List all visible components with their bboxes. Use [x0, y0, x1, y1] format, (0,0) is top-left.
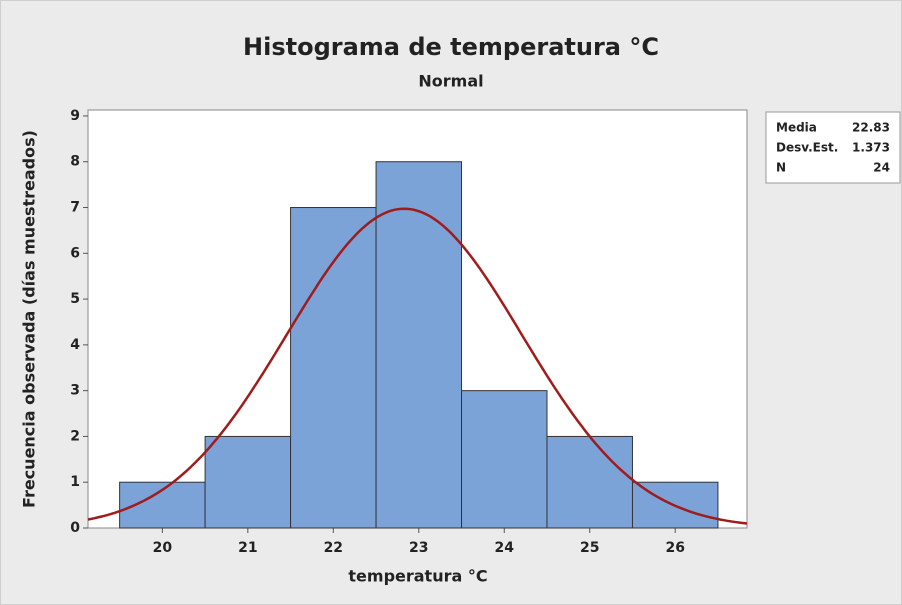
y-tick-label: 8 [70, 154, 80, 170]
y-tick-label: 9 [70, 108, 80, 124]
y-tick-label: 1 [70, 474, 80, 490]
x-tick-label: 24 [495, 540, 515, 556]
stats-box [765, 111, 901, 184]
y-tick-label: 4 [70, 337, 80, 353]
x-axis-label: temperatura °C [348, 567, 487, 586]
x-tick-label: 23 [409, 540, 428, 556]
stats-value: 1.373 [852, 141, 890, 155]
x-tick-label: 26 [665, 540, 684, 556]
y-axis-label: Frecuencia observada (días muestreados) [20, 130, 39, 508]
y-tick-label: 5 [70, 291, 80, 307]
stats-value: 22.83 [852, 121, 890, 135]
x-tick-label: 22 [324, 540, 343, 556]
stats-label: Desv.Est. [776, 141, 838, 155]
bar [290, 207, 377, 529]
bar [546, 435, 633, 529]
stats-label: N [776, 161, 786, 175]
stats-label: Media [776, 121, 817, 135]
chart-title: Histograma de temperatura °C [243, 33, 659, 61]
x-tick-label: 21 [238, 540, 257, 556]
x-tick-label: 25 [580, 540, 599, 556]
y-tick-label: 2 [70, 428, 80, 444]
chart-subtitle: Normal [418, 72, 483, 91]
normal-curve [87, 207, 748, 525]
y-tick-label: 6 [70, 245, 80, 261]
bar [461, 390, 548, 529]
y-tick-label: 0 [70, 520, 80, 536]
bar [204, 435, 292, 529]
bar [375, 161, 463, 529]
y-tick-label: 7 [70, 200, 80, 216]
x-tick-label: 20 [153, 540, 173, 556]
y-tick-label: 3 [70, 383, 80, 399]
stats-value: 24 [873, 161, 890, 175]
